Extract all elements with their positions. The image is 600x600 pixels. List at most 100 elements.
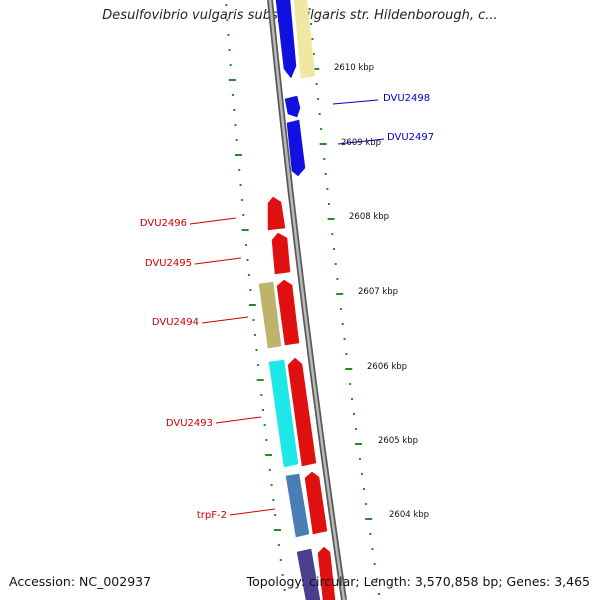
minor-tick [349,383,352,385]
minor-tick [371,548,374,550]
minor-tick [261,409,264,411]
leader-dvu2494 [201,316,249,324]
gene-dvu2499-arrow[interactable] [275,0,297,79]
minor-tick [281,574,284,576]
minor-tick [326,188,329,190]
minor-tick [270,484,273,486]
scale-label-2607: 2607 kbp [358,287,398,297]
cds-feature-cyan[interactable] [268,359,299,468]
minor-tick [257,364,260,366]
gene-dvu2495-arrow[interactable] [271,232,291,275]
minor-tick [377,593,380,595]
gene-label-dvu2496[interactable]: DVU2496 [140,218,187,229]
scale-label-2609: 2609 kbp [341,138,381,148]
leader-trpf-2 [229,508,276,516]
minor-tick [354,428,357,430]
cds-feature-purple[interactable] [296,548,321,600]
minor-tick [343,338,346,340]
minor-tick [279,559,282,561]
minor-tick [320,128,323,130]
minor-tick [353,413,356,415]
minor-tick [336,278,339,280]
minor-tick [369,533,372,535]
minor-tick [255,349,258,351]
cds-feature-steel[interactable] [285,473,310,538]
minor-tick [239,184,242,186]
major-tick [336,293,344,295]
gene-dvu2497-arrow[interactable] [286,119,306,177]
gene-next-red-arrow[interactable] [317,546,336,600]
minor-tick [245,244,248,246]
minor-tick [323,158,326,160]
minor-tick [312,53,315,55]
minor-tick [265,439,268,441]
minor-tick [360,473,363,475]
minor-tick [228,49,231,51]
major-tick [274,529,282,531]
minor-tick [235,139,238,141]
scale-label-2606: 2606 kbp [367,362,407,372]
minor-tick [229,64,232,66]
minor-tick [246,259,249,261]
gene-label-trpf-2[interactable]: trpF-2 [197,510,227,521]
minor-tick [242,214,245,216]
major-tick [327,218,335,220]
minor-tick [311,38,314,40]
major-tick [365,518,373,520]
minor-tick [373,563,376,565]
gene-dvu2498-arrow[interactable] [284,95,301,118]
gene-label-dvu2498[interactable]: DVU2498 [383,93,430,104]
cds-feature-khaki[interactable] [258,281,282,349]
minor-tick [227,34,230,36]
minor-tick [331,233,334,235]
minor-tick [308,8,311,10]
minor-tick [260,394,263,396]
minor-tick [233,109,236,111]
minor-tick [232,94,235,96]
gene-dvu2493-arrow[interactable] [287,357,317,467]
minor-tick [253,334,256,336]
accession-label: Accession: NC_002937 [9,574,152,589]
major-tick [241,229,249,231]
minor-tick [272,499,275,501]
gene-label-dvu2494[interactable]: DVU2494 [152,317,199,328]
minor-tick [263,424,266,426]
gene-trpf-2-arrow[interactable] [304,471,328,535]
minor-tick [310,23,313,25]
minor-tick [234,124,237,126]
cds-feature-yellow[interactable] [293,0,316,79]
minor-tick [324,173,327,175]
minor-tick [363,488,366,490]
minor-tick [274,514,277,516]
minor-tick [327,203,330,205]
gene-label-dvu2493[interactable]: DVU2493 [166,418,213,429]
gene-label-dvu2495[interactable]: DVU2495 [145,258,192,269]
major-tick [265,454,273,456]
leader-dvu2496 [189,217,237,225]
minor-tick [268,469,271,471]
gene-label-dvu2497[interactable]: DVU2497 [387,132,434,143]
inner-tick-ring [225,4,286,591]
minor-tick [358,458,361,460]
minor-tick [341,323,344,325]
minor-tick [249,289,252,291]
minor-tick [225,4,228,6]
outer-tick-ring [308,8,380,595]
scale-label-2608: 2608 kbp [349,212,389,222]
minor-tick [252,319,255,321]
minor-tick [332,248,335,250]
minor-tick [339,308,342,310]
minor-tick [226,19,229,21]
leader-dvu2498 [332,99,379,105]
minor-tick [240,199,243,201]
gene-dvu2494-arrow[interactable] [276,279,300,346]
leader-dvu2497 [337,138,385,145]
minor-tick [317,98,320,100]
minor-tick [345,353,348,355]
gene-dvu2496-arrow[interactable] [267,196,286,231]
minor-tick [351,398,354,400]
major-tick [234,154,242,156]
major-tick [312,68,320,70]
